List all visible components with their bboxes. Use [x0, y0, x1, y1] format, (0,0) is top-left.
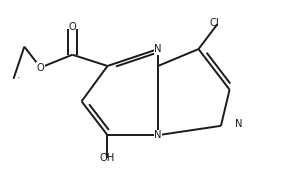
Text: O: O: [37, 63, 45, 73]
Text: OH: OH: [100, 153, 115, 164]
Text: O: O: [68, 22, 76, 32]
Text: Cl: Cl: [210, 18, 220, 28]
Text: N: N: [154, 130, 162, 140]
Text: N: N: [235, 119, 242, 129]
Text: N: N: [154, 44, 162, 54]
Text: ethyl: ethyl: [18, 77, 21, 78]
